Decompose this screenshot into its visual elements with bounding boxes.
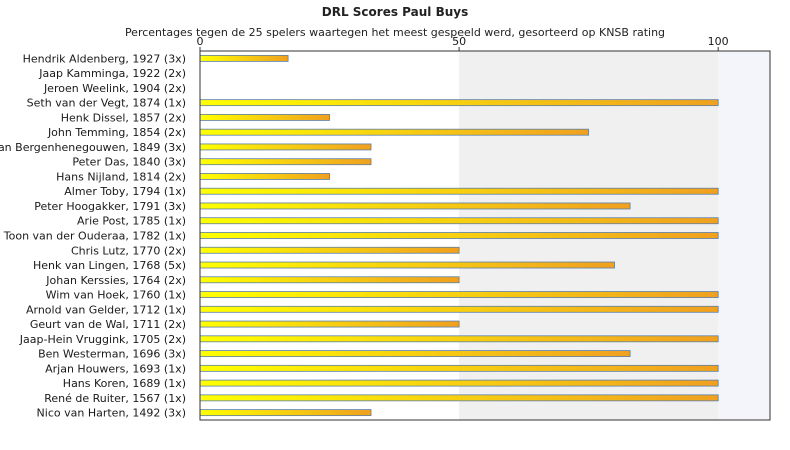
category-label: Ben Westerman, 1696 (3x) (38, 348, 186, 361)
bar (199, 350, 631, 357)
bar (199, 54, 289, 62)
category-label: Wim van Hoek, 1760 (1x) (46, 289, 186, 302)
category-label: Jaap-Hein Vruggink, 1705 (2x) (19, 333, 186, 346)
bar (199, 217, 719, 225)
bar (199, 202, 631, 210)
chart-subtitle: Percentages tegen de 25 spelers waartege… (125, 26, 665, 39)
category-label: Arjan Houwers, 1693 (1x) (45, 362, 186, 375)
bar (199, 379, 719, 387)
bar (199, 320, 460, 328)
bar (199, 232, 719, 239)
bar (199, 276, 460, 284)
bar (199, 261, 615, 269)
category-label: John Temming, 1854 (2x) (47, 126, 186, 139)
bar (199, 291, 719, 298)
bar (199, 187, 719, 195)
plot-frame (199, 50, 771, 421)
x-axis-ticks: 0 50 100 (197, 35, 729, 51)
bar (199, 128, 590, 136)
bar (199, 99, 719, 107)
bar (199, 158, 372, 166)
category-label: Chris Lutz, 1770 (2x) (71, 244, 186, 257)
category-label: Toon van der Ouderaa, 1782 (1x) (3, 230, 186, 243)
bar (199, 143, 372, 151)
x-tick-label: 100 (708, 35, 729, 48)
x-tick-label: 0 (197, 35, 204, 48)
category-label: Henk van Lingen, 1768 (5x) (33, 259, 186, 272)
category-label: Hans Nijland, 1814 (2x) (56, 170, 186, 183)
category-label: Hendrik Aldenberg, 1927 (3x) (23, 52, 186, 65)
band-100-110 (718, 51, 770, 420)
category-label: Jeroen Weelink, 1904 (2x) (43, 82, 186, 95)
bar (199, 246, 460, 254)
category-label: Nico van Harten, 1492 (3x) (37, 407, 186, 420)
category-label: Seth van der Vegt, 1874 (1x) (27, 97, 186, 110)
category-label: Henk Dissel, 1857 (2x) (61, 111, 186, 124)
bar (199, 335, 719, 343)
bar (199, 409, 372, 417)
category-label: Hans Koren, 1689 (1x) (63, 377, 186, 390)
category-label: Arie Post, 1785 (1x) (77, 215, 186, 228)
category-label: Peter Das, 1840 (3x) (72, 156, 186, 169)
bar (199, 305, 719, 313)
category-label: Johan Kerssies, 1764 (2x) (45, 274, 186, 287)
bar (199, 114, 330, 121)
category-labels: Hendrik Aldenberg, 1927 (3x) Jaap Kamming… (0, 52, 186, 419)
chart-title: DRL Scores Paul Buys (322, 5, 468, 19)
bar (199, 364, 719, 372)
category-label: Peter Hoogakker, 1791 (3x) (34, 200, 186, 213)
category-label: Geurt van de Wal, 1711 (2x) (30, 318, 186, 331)
x-tick-label: 50 (452, 35, 466, 48)
category-label: Jaap Kamminga, 1922 (2x) (38, 67, 186, 80)
category-label: Arnold van Gelder, 1712 (1x) (26, 303, 186, 316)
category-label: Almer Toby, 1794 (1x) (64, 185, 186, 198)
category-label: Ernst van Bergenhenegouwen, 1849 (3x) (0, 141, 186, 154)
category-label: René de Ruiter, 1567 (1x) (44, 392, 186, 405)
bar (199, 173, 330, 180)
bar (199, 394, 719, 402)
